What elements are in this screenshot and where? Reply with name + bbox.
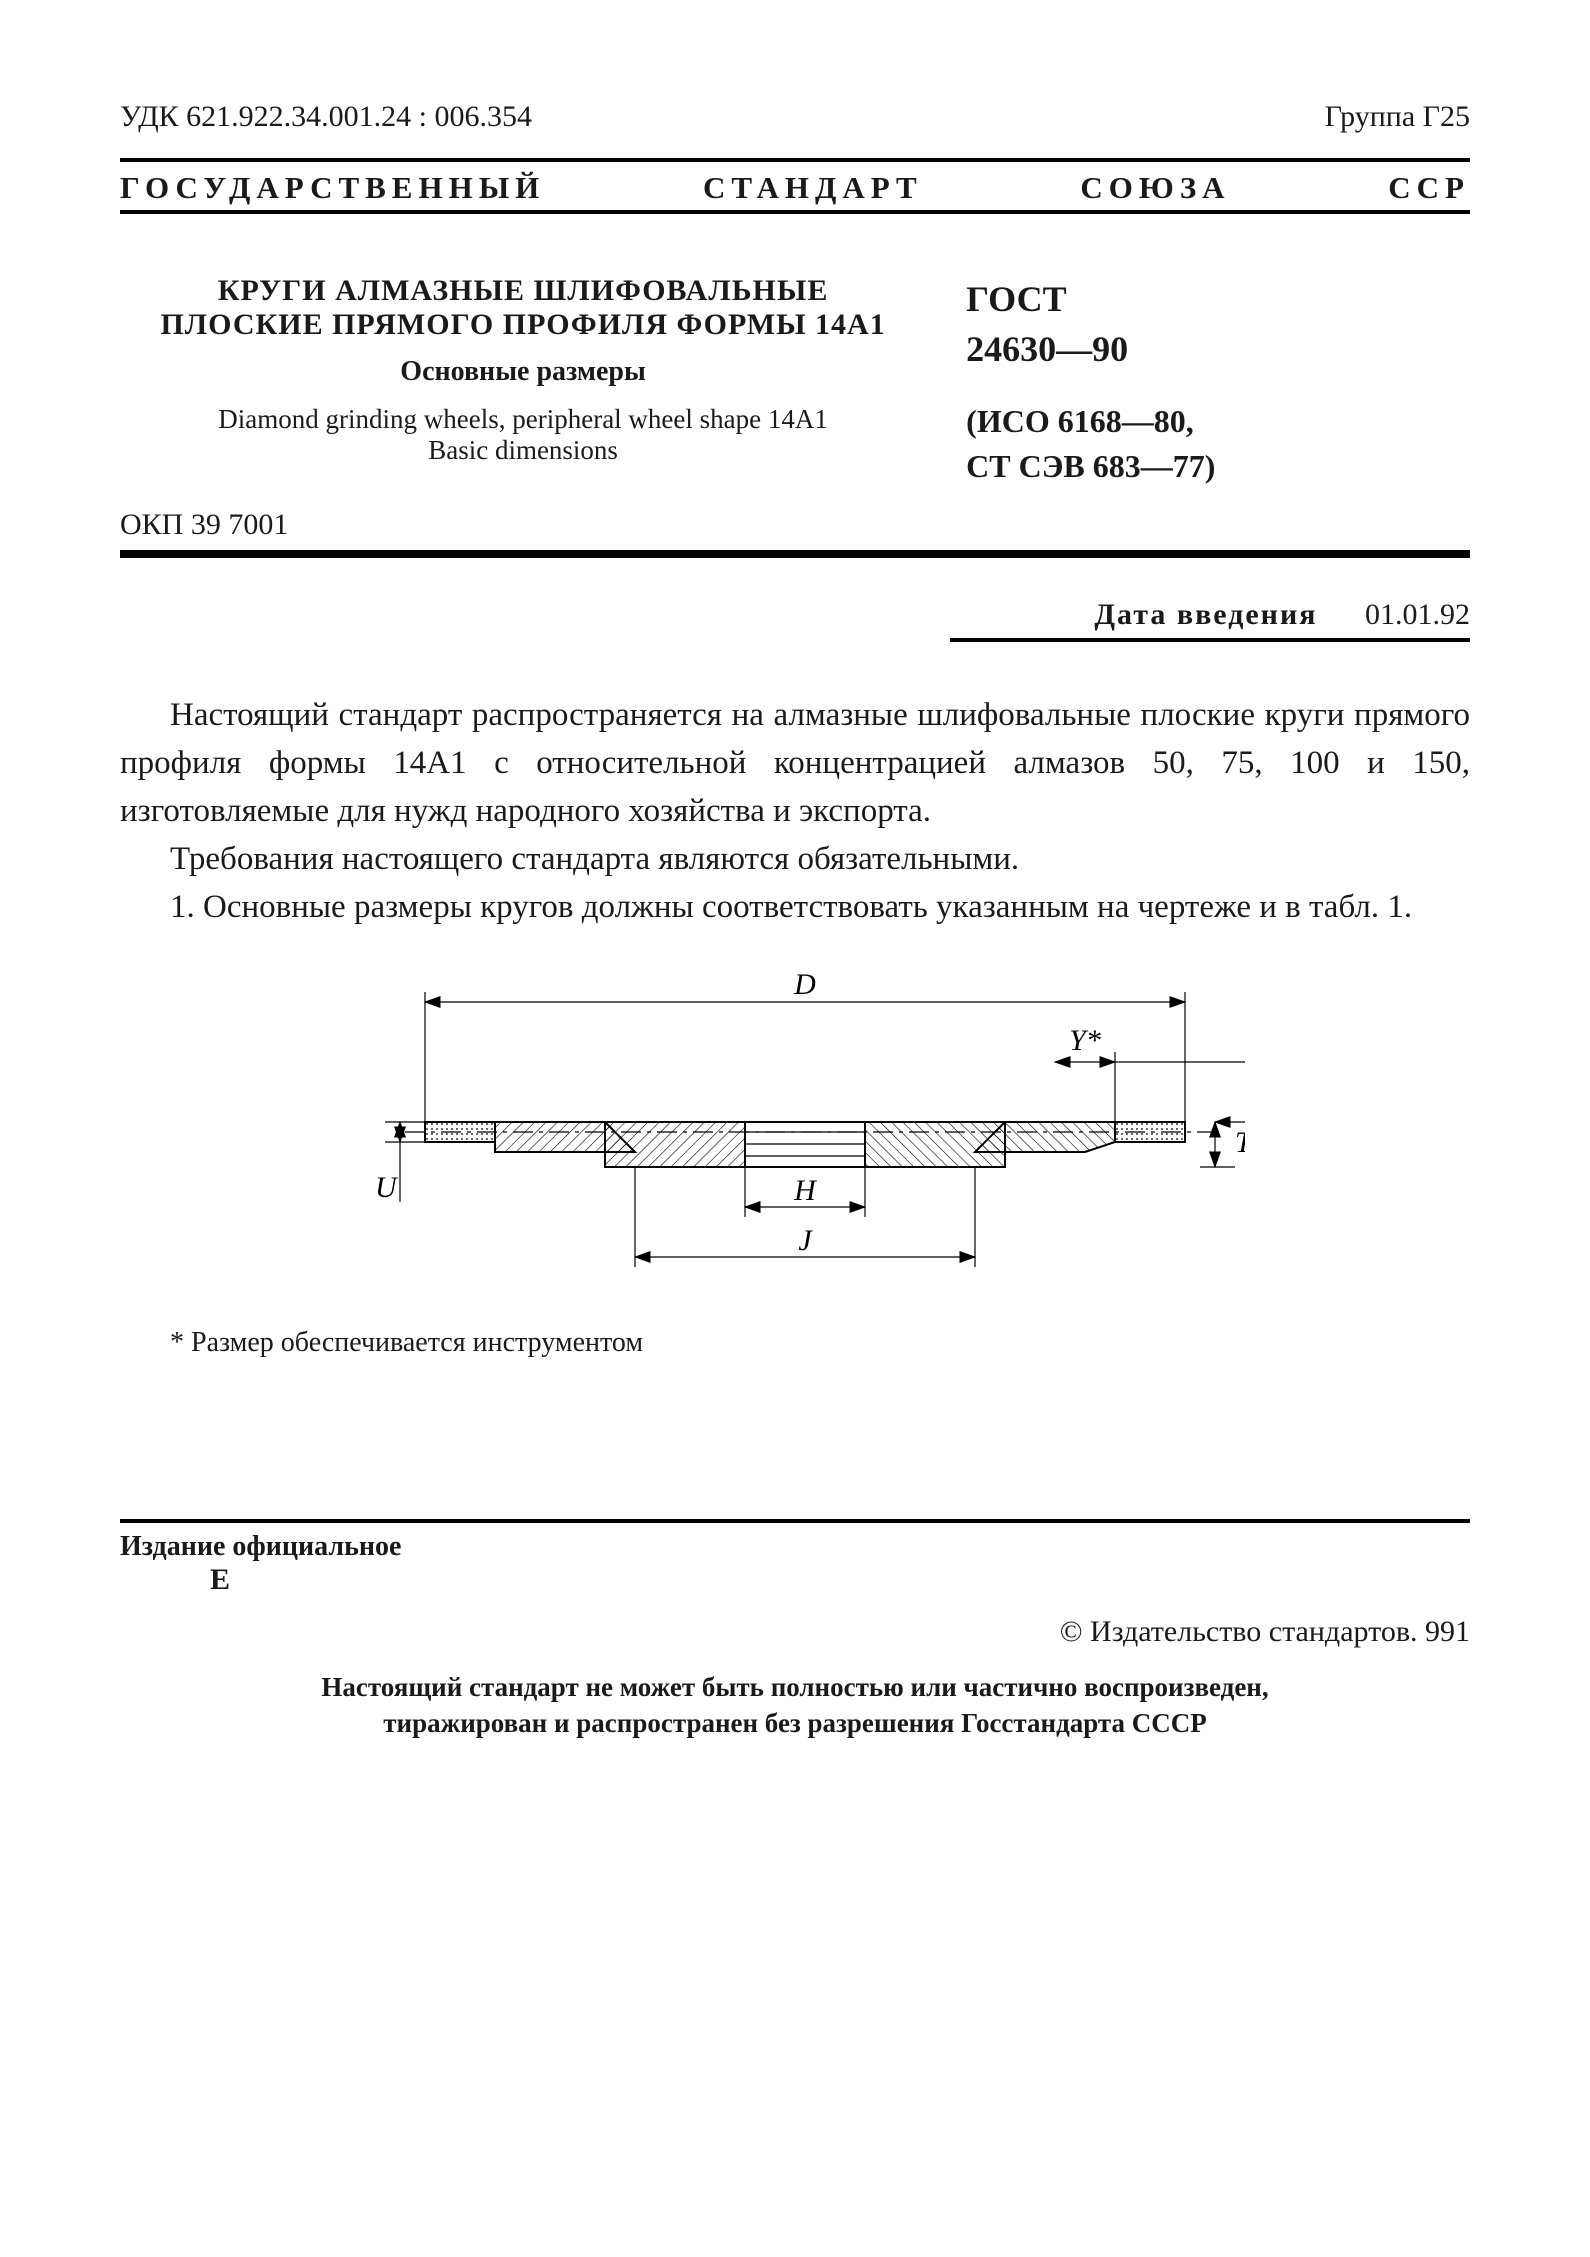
title-ru-line1: КРУГИ АЛМАЗНЫЕ ШЛИФОВАЛЬНЫЕ	[120, 274, 926, 308]
diagram-label-u: U	[375, 1171, 399, 1204]
group-code: Группа Г25	[1325, 100, 1470, 134]
udk-code: УДК 621.922.34.001.24 : 006.354	[120, 100, 532, 134]
copyright-line2: тиражирован и распространен без разрешен…	[120, 1705, 1470, 1741]
okp-code: ОКП 39 7001	[120, 508, 1470, 542]
official-edition: Издание официальное Е	[120, 1531, 1470, 1597]
official-edition-e: Е	[210, 1563, 1470, 1597]
intro-date: Дата введения 01.01.92	[120, 598, 1470, 632]
gost-number: 24630—90	[966, 324, 1470, 374]
technical-diagram: D Y* T U	[345, 972, 1245, 1297]
diagram-label-t: T	[1235, 1126, 1245, 1159]
gost-label: ГОСТ	[966, 274, 1470, 324]
paragraph-2: Требования настоящего стандарта являются…	[120, 836, 1470, 884]
title-block: КРУГИ АЛМАЗНЫЕ ШЛИФОВАЛЬНЫЕ ПЛОСКИЕ ПРЯМ…	[120, 274, 1470, 488]
divider-bottom	[120, 1519, 1470, 1523]
official-edition-text: Издание официальное	[120, 1531, 401, 1562]
diagram-label-h: H	[793, 1174, 818, 1207]
diagram-label-j: J	[798, 1224, 813, 1257]
title-ru-line2: ПЛОСКИЕ ПРЯМОГО ПРОФИЛЯ ФОРМЫ 14А1	[120, 308, 926, 342]
paragraph-3: 1. Основные размеры кругов должны соотве…	[120, 884, 1470, 932]
divider-thick	[120, 550, 1470, 558]
intro-date-underline	[950, 638, 1470, 642]
diagram-label-y: Y*	[1069, 1024, 1101, 1057]
body-text: Настоящий стандарт распространяется на а…	[120, 692, 1470, 931]
copyright-line1: Настоящий стандарт не может быть полност…	[120, 1669, 1470, 1705]
intro-date-value: 01.01.92	[1365, 598, 1470, 631]
paragraph-1: Настоящий стандарт распространяется на а…	[120, 692, 1470, 836]
diagram-label-d: D	[793, 972, 816, 1001]
title-ru-sub: Основные размеры	[120, 356, 926, 388]
title-en-line2: Basic dimensions	[120, 435, 926, 466]
state-standard-banner: ГОСУДАРСТВЕННЫЙ СТАНДАРТ СОЮЗА ССР	[120, 158, 1470, 214]
publisher-line: © Издательство стандартов. 991	[120, 1615, 1470, 1649]
title-en-line1: Diamond grinding wheels, peripheral whee…	[120, 404, 926, 435]
iso-ref-line2: СТ СЭВ 683—77)	[966, 444, 1470, 489]
intro-date-label: Дата введения	[1094, 598, 1317, 631]
copyright-notice: Настоящий стандарт не может быть полност…	[120, 1669, 1470, 1742]
iso-ref-line1: (ИСО 6168—80,	[966, 399, 1470, 444]
diagram-footnote: * Размер обеспечивается инструментом	[170, 1327, 1470, 1359]
